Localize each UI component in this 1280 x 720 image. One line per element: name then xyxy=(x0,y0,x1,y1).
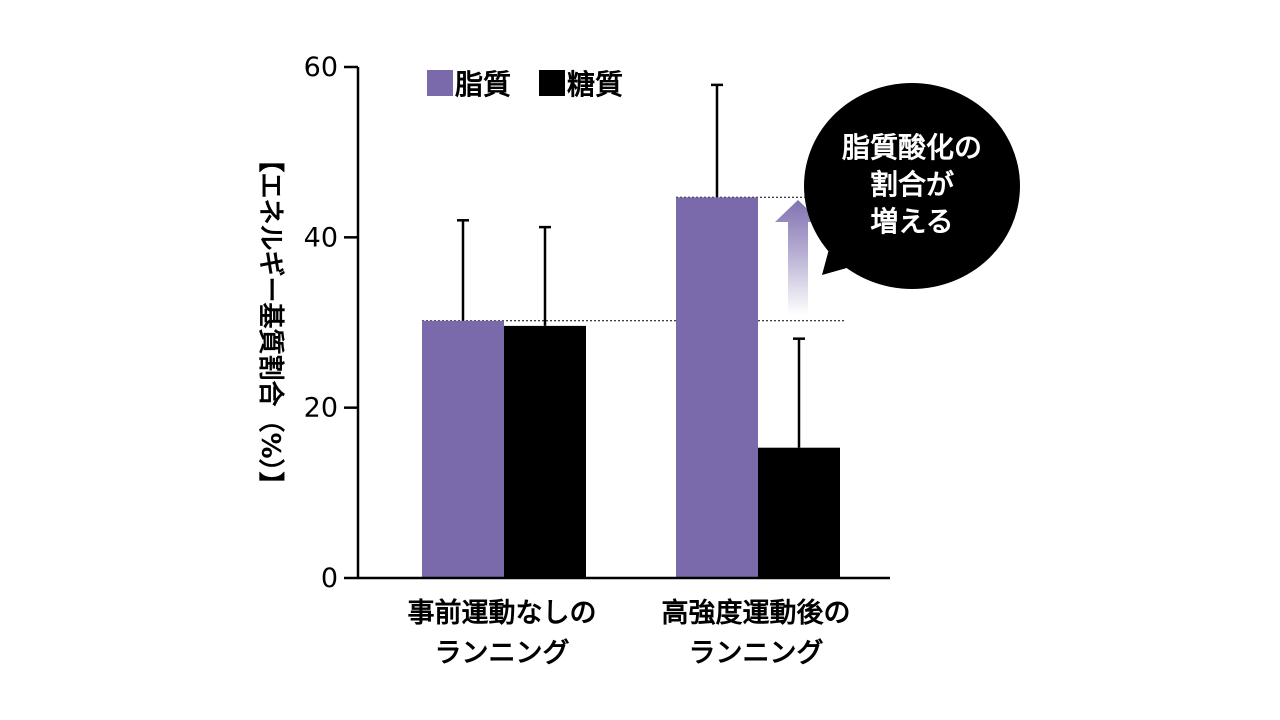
legend-label: 糖質 xyxy=(567,68,623,101)
category-label: ランニング xyxy=(435,637,570,669)
category-label: ランニング xyxy=(689,637,824,669)
legend-swatch xyxy=(539,70,565,96)
legend-label: 脂質 xyxy=(455,68,511,101)
up-arrow-icon xyxy=(775,200,821,315)
speech-bubble-tail xyxy=(822,238,868,275)
bar-糖質 xyxy=(504,325,586,578)
callout-text: 脂質酸化の xyxy=(842,131,982,164)
bar-糖質 xyxy=(758,447,840,578)
bar-脂質 xyxy=(422,320,504,578)
category-label: 高強度運動後の xyxy=(662,597,851,629)
callout-text: 割合が xyxy=(870,168,954,201)
y-axis-label: 【エネルギー基質割合（%）】 xyxy=(255,146,286,497)
y-tick-label: 0 xyxy=(321,563,338,594)
bar-脂質 xyxy=(676,197,758,578)
callout-text: 増える xyxy=(870,205,953,238)
category-label: 事前運動なしの xyxy=(408,597,597,629)
y-tick-label: 60 xyxy=(304,52,338,83)
legend-swatch xyxy=(427,70,453,96)
y-tick-label: 40 xyxy=(304,222,338,253)
y-tick-label: 20 xyxy=(304,393,338,424)
speech-bubble xyxy=(804,83,1020,289)
